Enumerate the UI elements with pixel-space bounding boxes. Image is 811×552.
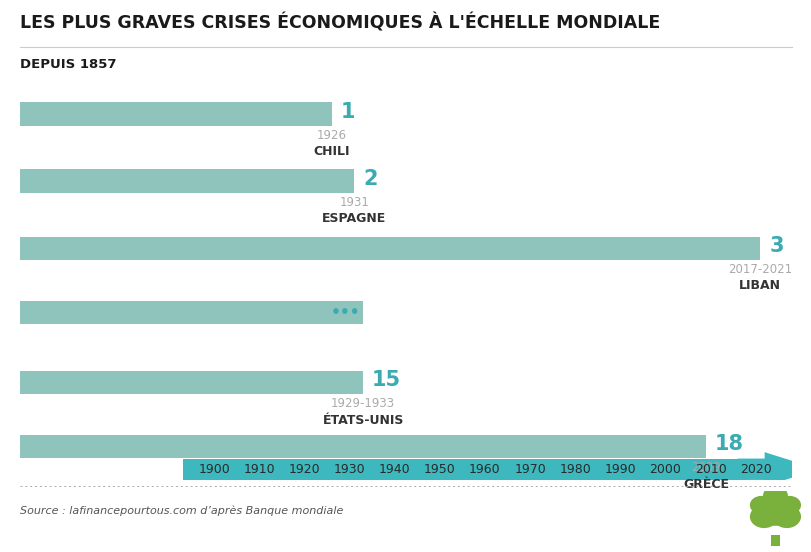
Bar [20,301,363,324]
Circle shape [762,486,787,506]
Text: ESPAGNE: ESPAGNE [322,212,386,225]
Text: 1930: 1930 [333,463,365,476]
Circle shape [755,493,795,526]
Bar [20,102,331,125]
Bar [770,535,779,546]
Text: 3: 3 [768,236,783,256]
Text: DEPUIS 1857: DEPUIS 1857 [20,58,117,71]
Text: LIBAN: LIBAN [738,279,780,293]
Text: 1980: 1980 [559,463,590,476]
Circle shape [772,505,800,528]
Text: 2009: 2009 [690,461,720,474]
Text: 15: 15 [371,370,401,390]
Text: ÉTATS-UNIS: ÉTATS-UNIS [322,413,403,427]
FancyArrow shape [736,452,811,486]
Circle shape [777,496,800,514]
Text: 1990: 1990 [603,463,635,476]
Text: 18: 18 [714,434,743,454]
Circle shape [749,496,772,514]
Text: CHILI: CHILI [313,145,350,158]
Text: 1929-1933: 1929-1933 [331,397,395,410]
Text: 1940: 1940 [379,463,410,476]
Text: 1960: 1960 [469,463,500,476]
Bar [20,169,354,193]
Text: •••: ••• [330,305,359,320]
Text: 1950: 1950 [423,463,455,476]
Text: 1920: 1920 [289,463,320,476]
Bar [20,237,759,260]
Text: GRÈCE: GRÈCE [682,478,728,491]
Text: 1931: 1931 [339,196,369,209]
Text: 1926: 1926 [316,129,346,141]
Text: 2020: 2020 [739,463,770,476]
Text: Source : lafinancepourtous.com d’après Banque mondiale: Source : lafinancepourtous.com d’après B… [20,505,343,516]
Text: 1970: 1970 [513,463,545,476]
Bar [20,371,363,394]
Text: 2010: 2010 [693,463,726,476]
Text: 2: 2 [363,169,377,189]
Text: 1910: 1910 [243,463,275,476]
Text: LES PLUS GRAVES CRISES ÉCONOMIQUES À L'ÉCHELLE MONDIALE: LES PLUS GRAVES CRISES ÉCONOMIQUES À L'É… [20,14,659,33]
Bar [20,435,705,458]
Text: 2000: 2000 [649,463,680,476]
Text: 1: 1 [340,102,354,121]
Bar [182,459,745,480]
Text: 2017-2021: 2017-2021 [727,263,792,276]
Text: 1900: 1900 [198,463,230,476]
Circle shape [749,505,777,528]
